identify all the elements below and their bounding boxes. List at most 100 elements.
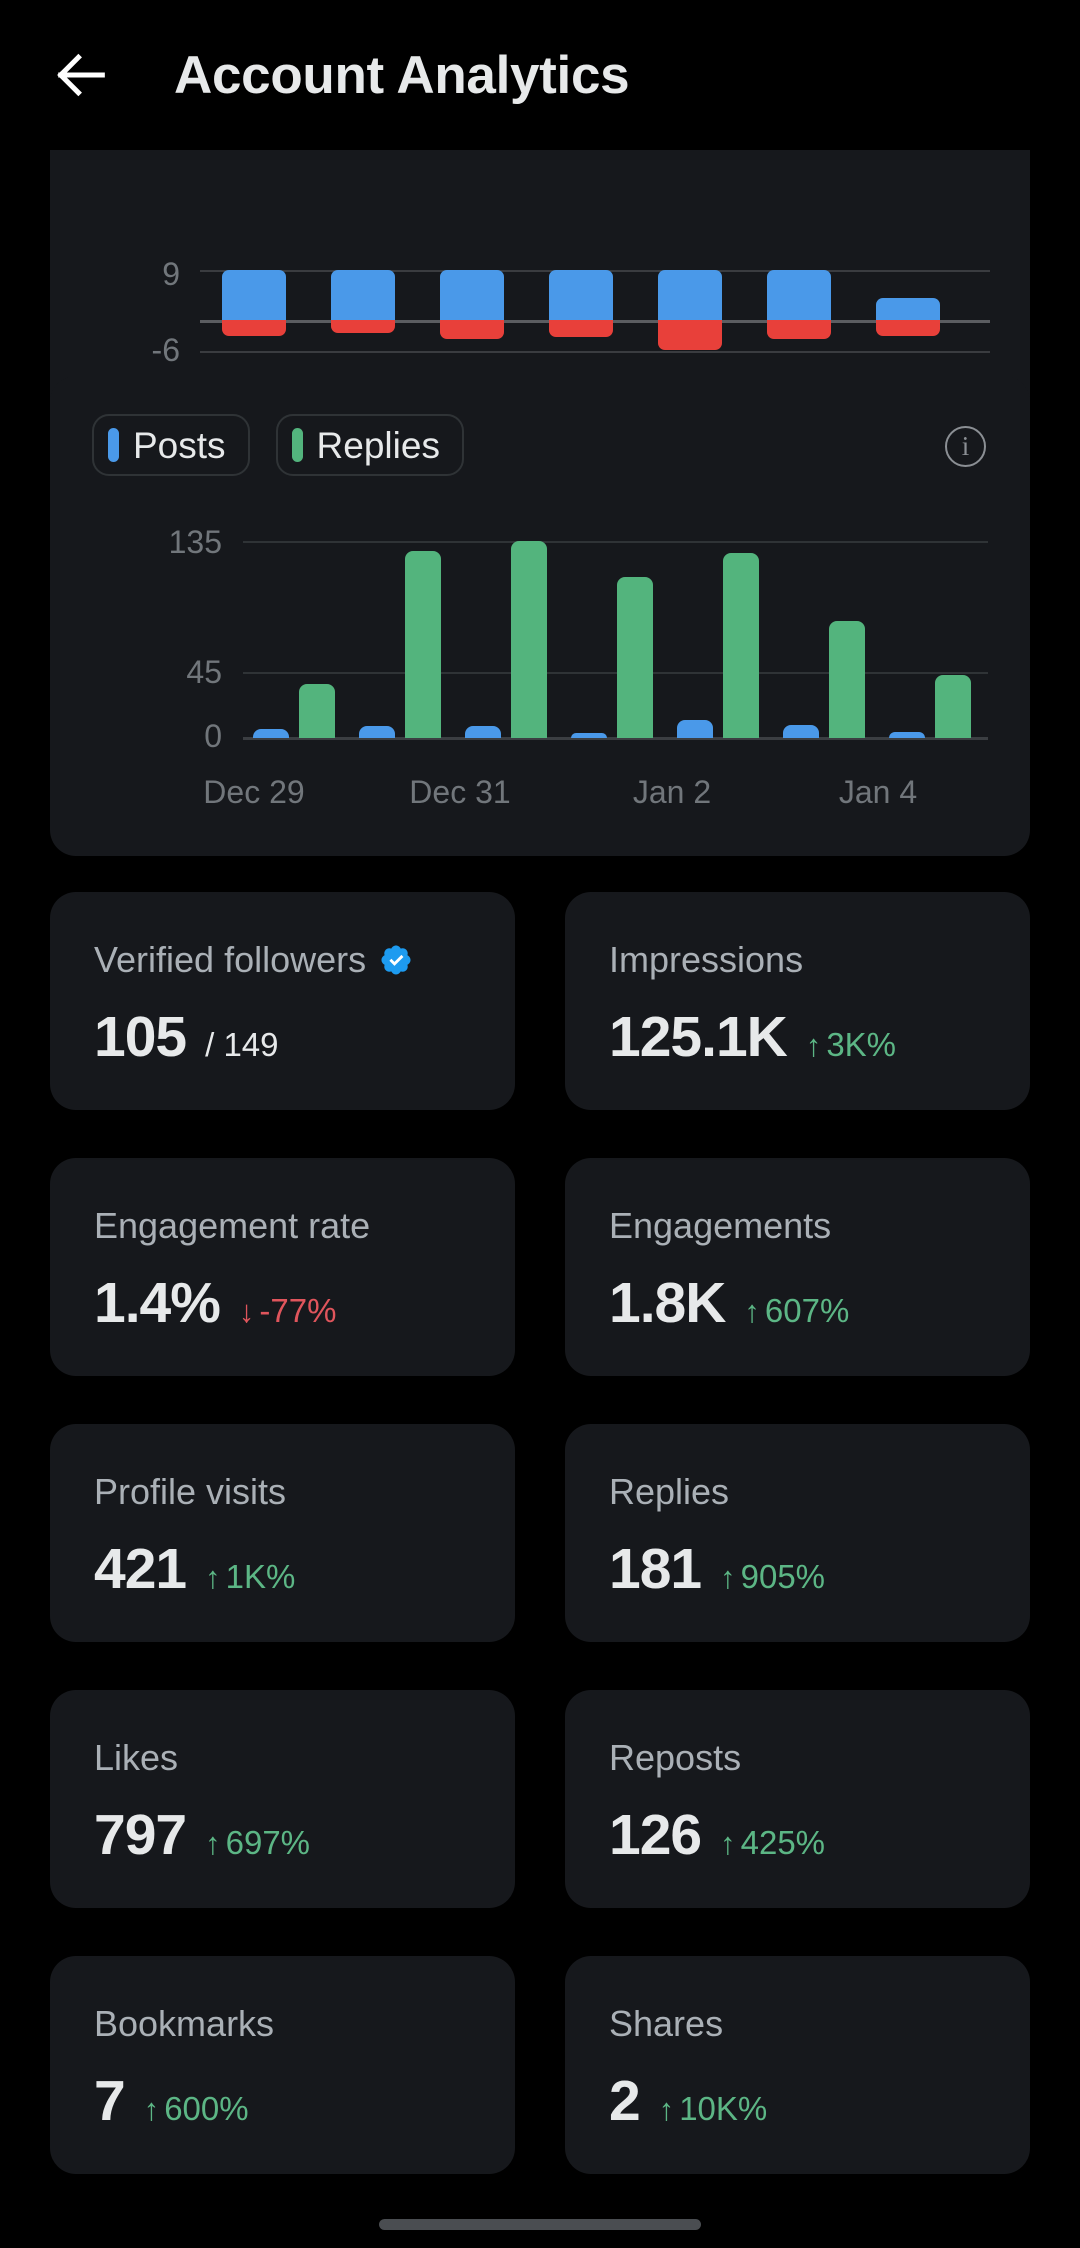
stat-value-row: 1.8K ↑ 607% xyxy=(609,1275,849,1332)
chart-legend: Posts Replies xyxy=(92,414,464,476)
bar-replies xyxy=(829,621,865,738)
stat-delta-value: 607% xyxy=(764,1292,850,1329)
posts-replies-bar-plot xyxy=(243,541,988,740)
stat-label-row: Bookmarks xyxy=(94,2006,471,2042)
x-axis-label: Jan 4 xyxy=(838,774,918,810)
stat-card-engagement-rate[interactable]: Engagement rate 1.4% ↓ -77% xyxy=(50,1158,515,1376)
legend-item-replies[interactable]: Replies xyxy=(275,414,464,476)
stat-card-bookmarks[interactable]: Bookmarks 7 ↑ 600% xyxy=(50,1956,515,2174)
stat-card-likes[interactable]: Likes 797 ↑ 697% xyxy=(50,1690,515,1908)
stat-label-row: Shares xyxy=(609,2006,986,2042)
bar-negative xyxy=(658,320,722,350)
stat-value-row: 7 ↑ 600% xyxy=(94,2073,249,2130)
stat-value-row: 125.1K ↑ 3K% xyxy=(609,1009,896,1066)
stat-delta-value: 3K% xyxy=(826,1026,897,1063)
stat-value: 1.8K xyxy=(609,1271,726,1335)
gridline-bottom xyxy=(200,351,990,353)
bar-replies xyxy=(935,675,971,738)
stat-delta: ↑ 3K% xyxy=(806,1028,896,1061)
legend-label-posts: Posts xyxy=(133,424,226,466)
stat-value: 1.4% xyxy=(94,1271,221,1335)
stat-label-row: Engagement rate xyxy=(94,1208,471,1244)
stat-card-shares[interactable]: Shares 2 ↑ 10K% xyxy=(565,1956,1030,2174)
stat-value: 2 xyxy=(609,2069,641,2133)
bar-posts xyxy=(253,729,289,738)
stat-value-row: 797 ↑ 697% xyxy=(94,1807,310,1864)
stat-card-replies[interactable]: Replies 181 ↑ 905% xyxy=(565,1424,1030,1642)
stat-delta-value: 1K% xyxy=(225,1558,296,1595)
stat-label: Shares xyxy=(609,2003,724,2044)
y-axis-label-min: -6 xyxy=(151,332,180,368)
stat-delta: ↑ 905% xyxy=(720,1560,825,1593)
bar-positive xyxy=(658,270,722,320)
app-header: Account Analytics xyxy=(0,0,1080,150)
info-icon[interactable]: i xyxy=(945,426,986,467)
stat-value-row: 421 ↑ 1K% xyxy=(94,1541,295,1598)
stat-value: 125.1K xyxy=(609,1005,788,1069)
y-axis-label-45: 45 xyxy=(186,654,222,690)
stat-label: Impressions xyxy=(609,939,804,980)
analytics-scroll-area[interactable]: 9 -6 xyxy=(0,150,1080,2248)
x-axis-label: Dec 31 xyxy=(409,774,511,810)
arrow-up-icon: ↑ xyxy=(720,1826,736,1861)
legend-swatch-replies-icon xyxy=(291,428,303,462)
stat-value: 7 xyxy=(94,2069,126,2133)
stat-value: 797 xyxy=(94,1803,187,1867)
bar-group xyxy=(331,270,395,353)
stat-card-verified-followers[interactable]: Verified followers 105 / 149 xyxy=(50,892,515,1110)
stat-card-profile-visits[interactable]: Profile visits 421 ↑ 1K% xyxy=(50,1424,515,1642)
stat-value: 126 xyxy=(609,1803,702,1867)
stat-delta-value: 10K% xyxy=(679,2090,768,2127)
legend-swatch-posts-icon xyxy=(108,428,119,462)
stat-label-row: Engagements xyxy=(609,1208,986,1244)
stat-label-row: Profile visits xyxy=(94,1474,471,1510)
bar-group xyxy=(876,270,940,353)
arrow-up-icon: ↑ xyxy=(205,1560,221,1595)
bar-group xyxy=(440,270,504,353)
bar-posts xyxy=(677,720,713,738)
back-button[interactable] xyxy=(50,43,114,107)
arrow-up-icon: ↑ xyxy=(205,1826,221,1861)
stat-card-engagements[interactable]: Engagements 1.8K ↑ 607% xyxy=(565,1158,1030,1376)
stat-value: 421 xyxy=(94,1537,187,1601)
bar-posts xyxy=(465,726,501,738)
info-icon-glyph: i xyxy=(961,430,970,461)
arrow-up-icon: ↑ xyxy=(720,1560,736,1595)
stat-card-impressions[interactable]: Impressions 125.1K ↑ 3K% xyxy=(565,892,1030,1110)
stat-delta: ↑ 600% xyxy=(144,2092,249,2125)
stat-label-row: Verified followers xyxy=(94,942,471,978)
legend-label-replies: Replies xyxy=(316,424,440,466)
y-axis-label-0: 0 xyxy=(204,718,222,754)
bar-negative xyxy=(440,320,504,339)
bar-posts xyxy=(571,733,607,738)
stat-delta: ↑ 425% xyxy=(720,1826,825,1859)
home-indicator xyxy=(379,2219,701,2230)
stat-delta: ↑ 697% xyxy=(205,1826,310,1859)
bar-replies xyxy=(511,541,547,738)
bar-negative xyxy=(767,320,831,339)
bar-replies xyxy=(299,684,335,738)
x-axis-label: Jan 2 xyxy=(632,774,712,810)
stat-value-row: 126 ↑ 425% xyxy=(609,1807,825,1864)
bar-posts xyxy=(359,726,395,738)
legend-item-posts[interactable]: Posts xyxy=(92,414,250,476)
stat-label: Verified followers xyxy=(94,939,367,980)
bar-positive xyxy=(222,270,286,320)
x-axis-label: Dec 29 xyxy=(203,774,305,810)
bar-positive xyxy=(440,270,504,320)
diverging-bar-plot xyxy=(200,270,990,353)
stat-label: Reposts xyxy=(609,1737,742,1778)
stat-card-reposts[interactable]: Reposts 126 ↑ 425% xyxy=(565,1690,1030,1908)
bar-positive xyxy=(767,270,831,320)
stat-delta-value: 905% xyxy=(740,1558,826,1595)
stat-value-row: 105 / 149 xyxy=(94,1009,279,1066)
stat-label: Replies xyxy=(609,1471,730,1512)
stat-label: Likes xyxy=(94,1737,179,1778)
bar-replies xyxy=(723,553,759,738)
stat-delta: ↑ 607% xyxy=(744,1294,849,1327)
posts-replies-chart-card[interactable]: Posts Replies i 135 45 0 xyxy=(50,376,1030,856)
stat-label-row: Reposts xyxy=(609,1740,986,1776)
arrow-up-icon: ↑ xyxy=(805,1028,822,1063)
stat-label: Profile visits xyxy=(94,1471,287,1512)
stat-label: Engagement rate xyxy=(94,1205,371,1246)
